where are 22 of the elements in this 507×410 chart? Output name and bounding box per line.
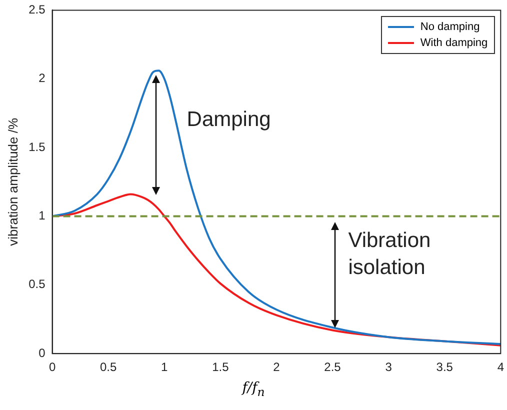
x-tick-label: 2 [273, 360, 280, 374]
y-axis-title: vibration amplitude /% [5, 118, 20, 246]
annotation: Vibration isolation [348, 228, 432, 281]
y-tick-label: 1.5 [28, 140, 46, 154]
x-tick-label: 0 [48, 360, 56, 374]
y-tick-label: 2 [38, 71, 46, 86]
x-tick-label: 1 [161, 360, 168, 374]
legend-label: No damping [420, 21, 480, 34]
annotation: Damping [186, 107, 271, 134]
legend-label: With damping [420, 37, 488, 50]
y-tick-label: 0.5 [28, 277, 46, 292]
x-tick-label: 3.5 [436, 360, 454, 374]
x-tick-label: 4 [497, 360, 504, 374]
y-tick-label: 2.5 [28, 2, 46, 17]
x-tick-label: 3 [385, 360, 392, 374]
line-series [52, 70, 501, 345]
x-tick-label: 1.5 [212, 360, 230, 374]
x-tick-label: 2.5 [324, 360, 342, 374]
x-axis-title: f/f$_{n}$ [240, 380, 266, 399]
x-tick-label: 0.5 [100, 360, 117, 374]
y-tick-label: 0 [38, 346, 46, 360]
y-tick-label: 1 [38, 208, 46, 223]
